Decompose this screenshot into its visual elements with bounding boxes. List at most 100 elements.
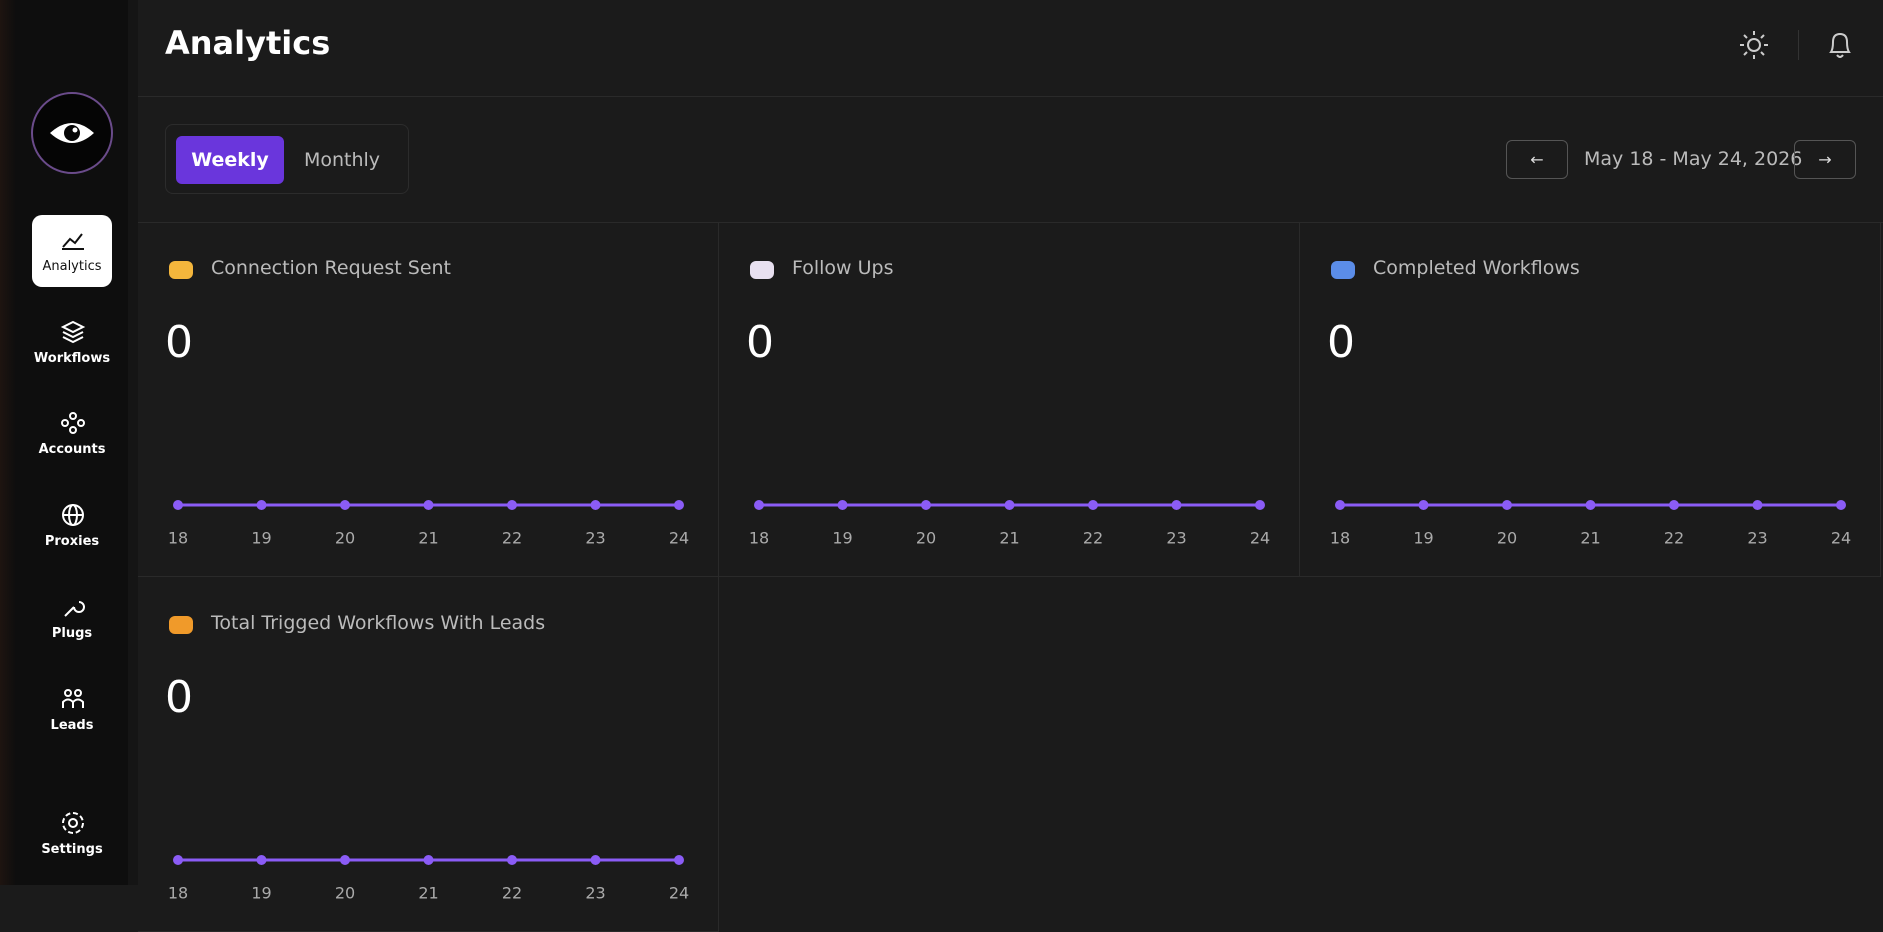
card-icon (1331, 261, 1355, 279)
card-title: Connection Request Sent (211, 257, 452, 279)
x-tick-label: 18 (749, 529, 769, 548)
point (1335, 500, 1345, 510)
header: Analytics (138, 0, 1883, 97)
point (754, 500, 764, 510)
point (507, 500, 517, 510)
page-title: Analytics (165, 24, 331, 62)
notifications[interactable] (1826, 29, 1854, 61)
x-tick-label: 22 (502, 884, 522, 903)
chart: 18 19 20 21 22 23 24 (749, 500, 1270, 548)
tab[interactable]: Weekly (176, 136, 284, 184)
card-value: 0 (746, 317, 774, 368)
card-title: Total Trigged Workflows With Leads (211, 612, 546, 634)
x-tick-label: 20 (1497, 529, 1517, 548)
nav-item[interactable]: Analytics (32, 215, 112, 287)
nav-label: Settings (41, 842, 103, 857)
point (921, 500, 931, 510)
chart: 18 19 20 21 22 23 24 (168, 500, 689, 548)
point (1669, 500, 1679, 510)
x-tick-label: 19 (251, 884, 271, 903)
point (1088, 500, 1098, 510)
period-toggle: Weekly Monthly (165, 124, 409, 194)
point (1255, 500, 1265, 510)
point (674, 500, 684, 510)
stat-card: Total Trigged Workflows With Leads 0 18 19 2… (138, 577, 719, 932)
point (423, 500, 434, 510)
x-tick-label: 23 (1747, 529, 1767, 548)
divider (138, 222, 1883, 223)
nav-icon (62, 689, 84, 708)
nav-item[interactable]: Settings (32, 798, 112, 870)
nav-label: Plugs (51, 626, 93, 641)
card-value: 0 (165, 317, 193, 368)
x-tick-label: 21 (418, 884, 438, 903)
nav-icon (61, 412, 85, 434)
point (674, 855, 684, 865)
chart: 18 19 20 21 22 23 24 (1330, 500, 1851, 548)
point (507, 855, 517, 865)
x-tick-label: 18 (168, 884, 188, 903)
x-tick-label: 18 (1330, 529, 1350, 548)
logo (31, 92, 113, 174)
nav-item[interactable]: Leads (32, 674, 112, 746)
nav-label: Workflows (33, 351, 111, 366)
x-tick-label: 19 (1413, 529, 1433, 548)
nav-icon (62, 812, 84, 834)
x-tick-label: 21 (418, 529, 438, 548)
point (1171, 500, 1182, 510)
point (1418, 500, 1429, 510)
point (173, 855, 183, 865)
point (340, 500, 350, 510)
point (590, 500, 601, 510)
point (423, 855, 434, 865)
nav-icon (62, 233, 84, 250)
nav-icon (64, 601, 85, 617)
prev-button[interactable]: ← (1506, 140, 1568, 179)
point (1004, 500, 1015, 510)
point (590, 855, 601, 865)
card-value: 0 (1327, 317, 1355, 368)
tab[interactable]: Monthly (303, 149, 381, 171)
x-tick-label: 19 (832, 529, 852, 548)
x-tick-label: 20 (335, 884, 355, 903)
point (837, 500, 848, 510)
nav-item[interactable]: Accounts (32, 398, 112, 470)
date-range: May 18 - May 24, 2026 (1584, 148, 1803, 170)
nav-label: Accounts (38, 442, 106, 457)
theme-toggle[interactable] (1739, 30, 1769, 60)
chart: 18 19 20 21 22 23 24 (168, 855, 689, 903)
nav-item[interactable]: Workflows (32, 307, 112, 379)
nav-icon (62, 504, 84, 526)
card-icon (169, 616, 193, 634)
card-title: Follow Ups (792, 257, 894, 279)
card-icon (169, 261, 193, 279)
x-tick-label: 22 (1083, 529, 1103, 548)
sidebar: Analytics Workflows Accounts Proxies Plugs Le… (0, 0, 138, 885)
point (1752, 500, 1763, 510)
x-tick-label: 24 (669, 529, 689, 548)
card-title: Completed Workflows (1373, 257, 1580, 279)
x-tick-label: 24 (669, 884, 689, 903)
nav-icon (60, 320, 86, 344)
nav-label: Analytics (42, 259, 102, 274)
divider (1798, 30, 1799, 60)
x-tick-label: 22 (1664, 529, 1684, 548)
x-tick-label: 24 (1831, 529, 1851, 548)
x-tick-label: 23 (1166, 529, 1186, 548)
x-tick-label: 23 (585, 529, 605, 548)
next-button[interactable]: → (1794, 140, 1856, 179)
x-tick-label: 20 (916, 529, 936, 548)
point (173, 500, 183, 510)
nav-item[interactable]: Proxies (32, 490, 112, 562)
x-tick-label: 21 (1580, 529, 1600, 548)
point (1502, 500, 1512, 510)
x-tick-label: 21 (999, 529, 1019, 548)
x-tick-label: 20 (335, 529, 355, 548)
stat-card: Completed Workflows 0 18 19 20 21 22 23 24 (1300, 222, 1881, 577)
nav-item[interactable]: Plugs (32, 582, 112, 654)
x-tick-label: 23 (585, 884, 605, 903)
nav-label: Proxies (44, 534, 100, 549)
card-icon (750, 261, 774, 279)
x-tick-label: 18 (168, 529, 188, 548)
